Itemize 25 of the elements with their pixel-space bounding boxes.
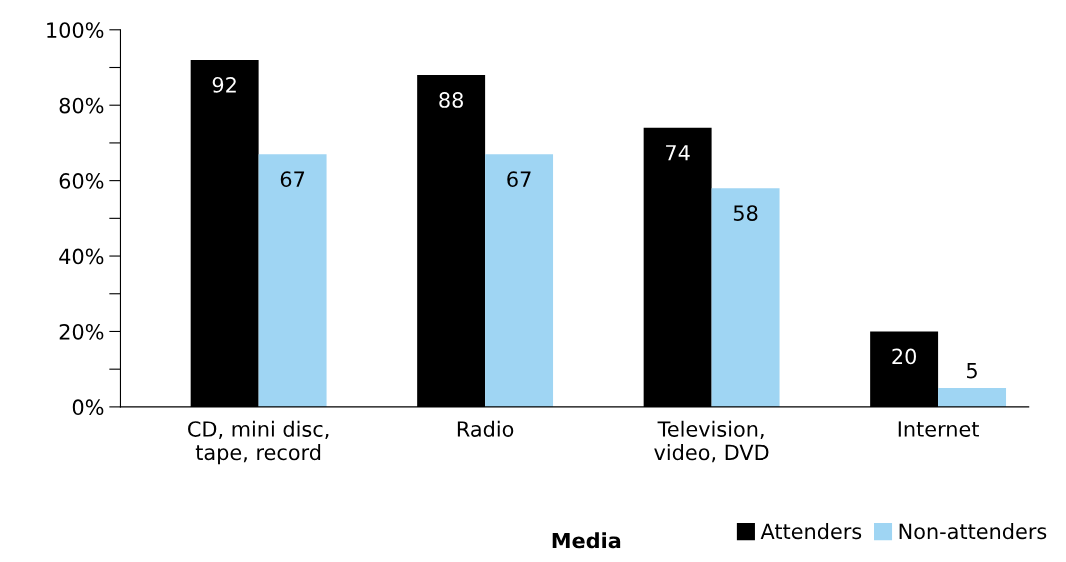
- bar: [711, 188, 780, 407]
- data-label: 67: [507, 171, 531, 188]
- data-label: 88: [439, 92, 463, 108]
- data-label: 67: [280, 171, 305, 188]
- x-tick-label: Television, video, DVD: [654, 420, 769, 463]
- bar: [485, 154, 554, 407]
- x-tick-label: Internet: [898, 421, 979, 437]
- y-tick-label: 100%: [47, 22, 104, 38]
- data-label: 20: [892, 348, 916, 365]
- data-label: 5: [967, 362, 977, 379]
- y-tick-label: 20%: [59, 323, 104, 340]
- y-tick-label: 40%: [59, 248, 104, 265]
- x-tick-label: Radio: [457, 420, 514, 437]
- data-label: 74: [666, 145, 690, 161]
- legend-label: Attenders: [760, 523, 862, 540]
- y-tick-label: 60%: [59, 173, 104, 189]
- x-axis-title: Media: [552, 532, 621, 549]
- legend-label: Non-attenders: [899, 523, 1047, 540]
- bar: [258, 154, 327, 407]
- data-label: 92: [212, 76, 236, 93]
- x-tick-label: CD, mini disc, tape, record: [188, 420, 329, 465]
- data-label: 58: [733, 205, 758, 221]
- y-tick-label: 80%: [59, 97, 104, 114]
- y-tick-label: 0%: [72, 399, 104, 416]
- bar: [938, 388, 1007, 407]
